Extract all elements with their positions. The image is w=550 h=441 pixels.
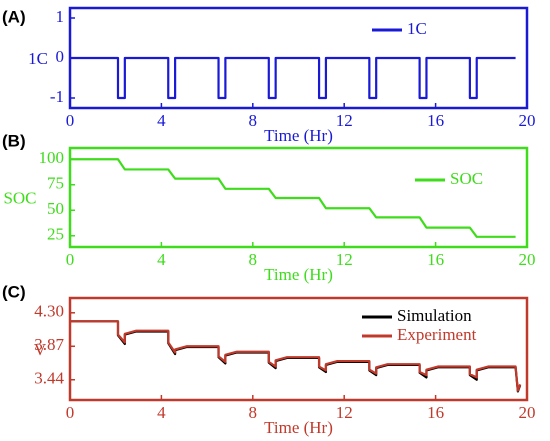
x-tick-label: 20 — [519, 403, 536, 422]
x-axis-label: Time (Hr) — [264, 126, 333, 145]
x-tick-label: 20 — [519, 111, 536, 130]
y-tick-label: 3.44 — [34, 369, 64, 388]
legend-label: SOC — [450, 169, 483, 188]
y-tick-label: 100 — [39, 148, 65, 167]
x-tick-label: 4 — [157, 111, 166, 130]
series-line — [70, 56, 516, 100]
plot-frame — [68, 296, 529, 402]
y-axis-label: 1C — [28, 49, 48, 68]
y-tick-label: 3.87 — [34, 335, 64, 354]
x-tick-label: 0 — [66, 111, 75, 130]
y-axis-label: V — [34, 340, 47, 359]
y-tick-label: 25 — [47, 225, 64, 244]
x-tick-label: 16 — [427, 250, 444, 269]
plot-frame — [68, 6, 529, 110]
x-axis-label: Time (Hr) — [264, 265, 333, 284]
x-tick-label: 12 — [336, 403, 353, 422]
series-line — [70, 158, 516, 238]
x-tick-label: 16 — [427, 111, 444, 130]
x-tick-label: 4 — [157, 403, 166, 422]
x-tick-label: 0 — [66, 250, 75, 269]
x-tick-label: 12 — [336, 111, 353, 130]
panel-label: (B) — [2, 131, 26, 150]
panel-label: (C) — [2, 282, 26, 301]
legend-label: Simulation — [397, 306, 472, 325]
y-tick-label: 1 — [56, 7, 65, 26]
x-tick-label: 8 — [249, 111, 258, 130]
y-axis-label: SOC — [3, 188, 36, 207]
x-tick-label: 4 — [157, 250, 166, 269]
y-tick-label: 50 — [47, 199, 64, 218]
x-axis-label: Time (Hr) — [264, 418, 333, 437]
panel-label: (A) — [2, 7, 26, 26]
y-tick-label: 4.30 — [34, 302, 64, 321]
y-tick-label: 0 — [56, 47, 65, 66]
y-tick-label: 75 — [47, 174, 64, 193]
x-tick-label: 8 — [249, 403, 258, 422]
y-tick-label: -1 — [50, 87, 64, 106]
x-tick-label: 0 — [66, 403, 75, 422]
x-tick-label: 20 — [519, 250, 536, 269]
plot-frame — [68, 146, 529, 249]
series-line — [70, 320, 522, 392]
legend-label: 1C — [407, 19, 427, 38]
x-tick-label: 12 — [336, 250, 353, 269]
x-tick-label: 8 — [249, 250, 258, 269]
legend-label: Experiment — [397, 325, 477, 344]
x-tick-label: 16 — [427, 403, 444, 422]
